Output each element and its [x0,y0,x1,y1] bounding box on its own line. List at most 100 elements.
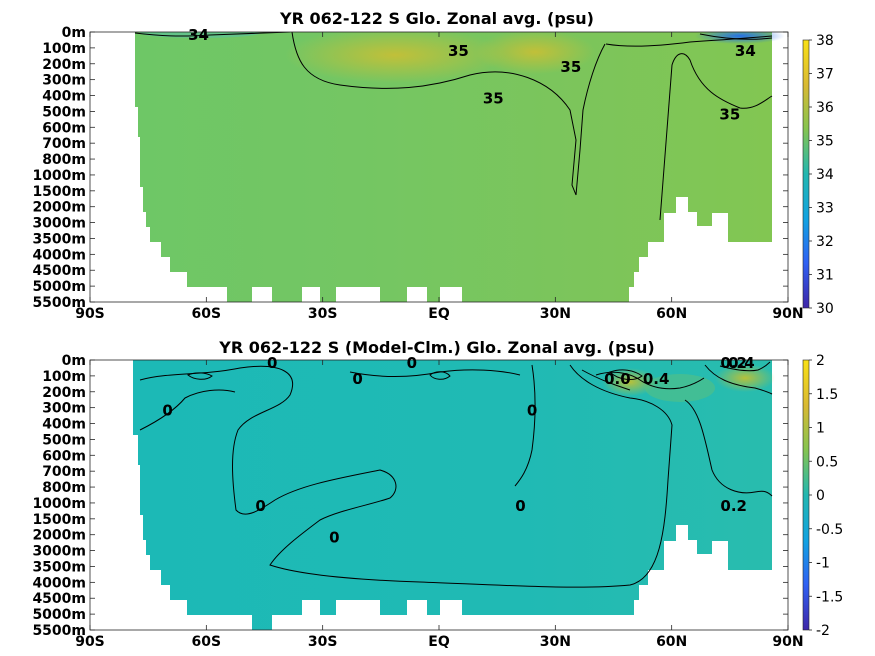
contour-line-0 [187,372,213,380]
x-tick-label: 30S [308,306,338,322]
contour-label: 0 [352,370,362,388]
contour-line-02 [704,364,773,395]
contour-line-33 [699,33,773,40]
contour-line-02 [684,399,773,497]
y-tick-label: 700m [42,464,86,480]
high-salinity-region [475,32,595,74]
colorbar [802,39,810,309]
contour-line-0 [139,389,236,431]
x-tick-label: EQ [428,306,450,322]
colorbar-tick-label: 32 [816,234,834,250]
contour-label: 0.2 [720,354,747,372]
y-tick-label: 2000m [32,528,86,544]
x-tick-label: 90N [772,306,803,322]
x-tick-label: 60N [656,306,687,322]
contour-label: 34 [188,26,209,44]
contour-labels: 34 35 35 35 34 35 [188,26,756,123]
contour-line-0 [429,371,451,380]
colorbar-ticks: 30 31 32 33 34 35 36 37 38 [809,33,834,317]
y-tick-label: 4500m [32,591,86,607]
y-tick-label: 600m [42,448,86,464]
fresh-water-region [140,32,260,38]
salinity-anomaly-panel: YR 062-122 S (Model-Clm.) Glo. Zonal avg… [32,338,843,650]
y-tick-label: 3500m [32,231,86,247]
colorbar-tick-label: 38 [816,33,834,49]
y-tick-label: 1000m [32,168,86,184]
contour-label: 34 [735,42,756,60]
y-tick-label: 400m [42,417,86,433]
contour-label: 0 [267,354,277,372]
colorbar-tick-label: 36 [816,100,834,116]
x-tick-label: EQ [428,634,450,650]
x-tick-label: 90S [75,634,105,650]
x-axis: 90S 60S 30S EQ 30N 60N 90N [75,32,804,322]
y-tick-label: 4000m [32,575,86,591]
x-tick-label: 30N [540,306,571,322]
contour-label: 0 [527,402,537,420]
chart-title: YR 062-122 S (Model-Clm.) Glo. Zonal avg… [218,338,655,357]
positive-anomaly-region [715,364,775,392]
x-tick-label: 90N [772,634,803,650]
contour-label: 35 [560,58,581,76]
contour-label: 35 [483,90,504,108]
y-tick-label: 0m [62,25,86,41]
colorbar-tick-label: -0.5 [816,522,843,538]
salinity-panel: YR 062-122 S Glo. Zonal avg. (psu) 0m100… [32,9,833,322]
colorbar-tick-label: 33 [816,201,834,217]
y-tick-label: 500m [42,104,86,120]
colorbar-tick-label: 0 [816,488,825,504]
fresh-water-region [695,32,785,44]
contour-label: 0 [515,497,525,515]
contour-line-0 [581,369,631,391]
contour-label: 35 [719,105,740,123]
contour-label: 0.0 [604,370,631,388]
contour-line-02 [609,369,643,380]
contour-label: 0 [162,402,172,420]
x-tick-label: 30S [308,634,338,650]
y-tick-label: 2000m [32,200,86,216]
colorbar-tick-label: -2 [816,623,830,639]
y-tick-label: 4000m [32,247,86,263]
x-axis: 90S 60S 30S EQ 30N 60N 90N [75,360,804,650]
y-axis: 0m100m200m300m400m500m600m700m800m1000m1… [32,25,788,311]
contour-line-0 [139,364,673,588]
contour-line-0 [514,364,536,487]
y-tick-label: 500m [42,432,86,448]
y-tick-label: 200m [42,385,86,401]
colorbar [802,359,810,631]
y-tick-label: 3000m [32,544,86,560]
y-tick-label: 300m [42,401,86,417]
y-tick-label: 300m [42,73,86,89]
y-tick-label: 3500m [32,559,86,575]
y-tick-label: 1500m [32,512,86,528]
ocean-field [133,360,772,630]
positive-anomaly-region [602,368,658,396]
y-tick-label: 100m [42,41,86,57]
contour-label: 0.4 [728,354,755,372]
colorbar-tick-label: -1 [816,556,830,572]
y-tick-label: 5000m [32,279,86,295]
y-tick-label: 800m [42,480,86,496]
x-tick-label: 60S [192,306,222,322]
y-tick-label: 700m [42,136,86,152]
contour-label: 0.2 [720,497,747,515]
y-tick-label: 1500m [32,184,86,200]
colorbar-tick-label: 35 [816,134,834,150]
colorbar-tick-label: 34 [816,167,834,183]
y-tick-label: 5500m [32,295,86,311]
y-tick-label: 600m [42,120,86,136]
x-tick-label: 60N [656,634,687,650]
contour-label: 0 [255,497,265,515]
x-tick-label: 30N [540,634,571,650]
high-salinity-region [285,32,505,83]
y-tick-label: 100m [42,369,86,385]
y-tick-label: 0m [62,353,86,369]
colorbar-tick-label: 31 [816,268,834,284]
contour-line-04 [719,361,771,372]
contour-label: 0 [329,529,339,547]
y-axis: 0m100m200m300m400m500m600m700m800m1000m1… [32,353,788,639]
colorbar-tick-label: -1.5 [816,589,843,605]
contour-line-02 [595,371,705,390]
x-tick-label: 90S [75,306,105,322]
